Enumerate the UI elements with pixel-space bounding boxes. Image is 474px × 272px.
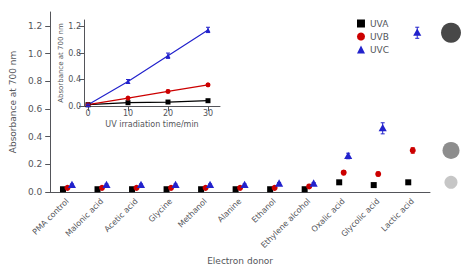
svg-text:1.0: 1.0	[28, 49, 43, 59]
svg-text:1.2: 1.2	[28, 21, 42, 31]
svg-text:UVC: UVC	[370, 45, 389, 55]
svg-text:0.6: 0.6	[28, 104, 43, 114]
svg-text:UVB: UVB	[370, 32, 389, 42]
svg-text:30: 30	[203, 109, 213, 118]
svg-text:0.4: 0.4	[68, 75, 81, 84]
svg-text:Ethanol: Ethanol	[250, 197, 278, 225]
svg-text:Electron donor: Electron donor	[207, 256, 273, 266]
svg-text:0.4: 0.4	[28, 132, 43, 142]
svg-text:Alanine: Alanine	[216, 197, 244, 225]
svg-text:Oxalic acid: Oxalic acid	[310, 197, 347, 234]
svg-text:Methanol: Methanol	[176, 197, 209, 230]
svg-text:0.0: 0.0	[68, 102, 81, 111]
svg-text:0.2: 0.2	[28, 159, 42, 169]
svg-text:Acetic acid: Acetic acid	[103, 197, 140, 234]
svg-text:1.2: 1.2	[68, 22, 81, 31]
svg-text:UVA: UVA	[370, 19, 389, 29]
svg-text:0.8: 0.8	[68, 49, 81, 58]
svg-text:0.0: 0.0	[28, 187, 43, 197]
svg-text:Absorbance at 700 nm: Absorbance at 700 nm	[57, 23, 65, 103]
svg-text:Glycolic acid: Glycolic acid	[339, 197, 381, 239]
svg-text:0.8: 0.8	[28, 76, 43, 86]
svg-text:UV irradiation time/min: UV irradiation time/min	[105, 120, 198, 129]
svg-text:20: 20	[163, 109, 173, 118]
svg-text:Lactic acid: Lactic acid	[379, 197, 415, 233]
svg-text:Glycine: Glycine	[147, 197, 174, 224]
svg-text:Absorbance at 700 nm: Absorbance at 700 nm	[8, 51, 18, 153]
svg-text:Ethylene alcohol: Ethylene alcohol	[259, 197, 312, 250]
svg-text:Malonic acid: Malonic acid	[64, 197, 105, 238]
svg-text:10: 10	[123, 109, 133, 118]
svg-text:0: 0	[85, 109, 90, 118]
svg-text:PMA control: PMA control	[30, 196, 71, 237]
